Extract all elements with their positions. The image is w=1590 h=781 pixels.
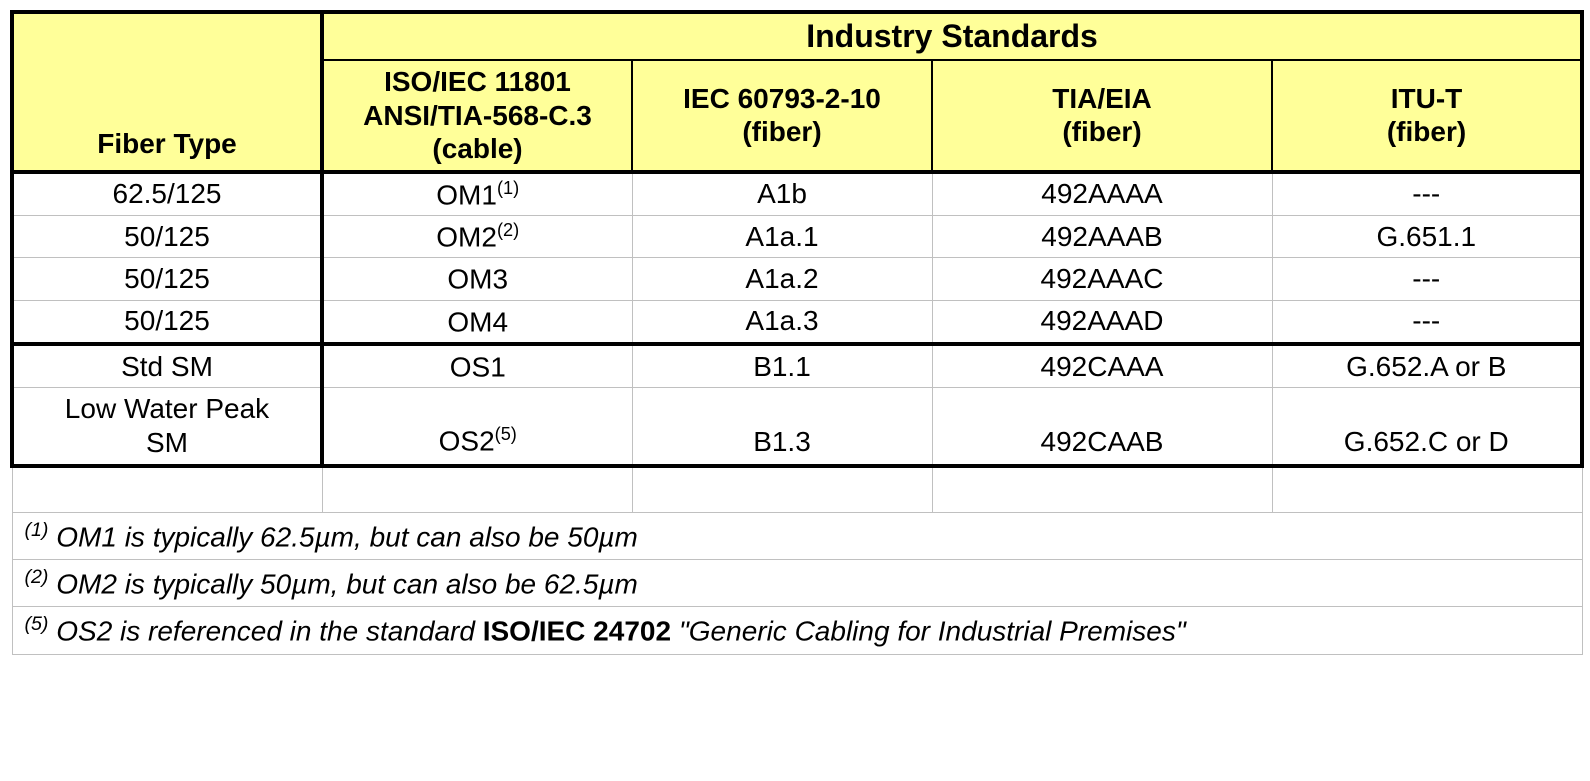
cell-iso: OS1 — [322, 344, 632, 388]
cell-fiber: 50/125 — [12, 216, 322, 258]
table-row: 50/125 OM2(2) A1a.1 492AAAB G.651.1 — [12, 216, 1582, 258]
cell-iec: B1.1 — [632, 344, 932, 388]
header-tia-line2: (fiber) — [941, 115, 1263, 149]
cell-iso-sup: (1) — [497, 178, 519, 198]
cell-iso: OM4 — [322, 300, 632, 344]
header-tia-line1: TIA/EIA — [941, 82, 1263, 116]
footnote-row: (1) OM1 is typically 62.5µm, but can als… — [12, 512, 1582, 559]
footnote-text: OM2 is typically 50µm, but can also be 6… — [48, 568, 637, 599]
footnote-row: (5) OS2 is referenced in the standard IS… — [12, 607, 1582, 654]
footnote-1: (1) OM1 is typically 62.5µm, but can als… — [12, 512, 1582, 559]
header-row-1: Fiber Type Industry Standards — [12, 12, 1582, 60]
cell-fiber: 62.5/125 — [12, 172, 322, 216]
cell-itu: --- — [1272, 172, 1582, 216]
header-industry-standards: Industry Standards — [322, 12, 1582, 60]
footnote-text-pre: OS2 is referenced in the standard — [48, 616, 482, 647]
cell-iec: B1.3 — [632, 388, 932, 466]
header-itu-line1: ITU-T — [1281, 82, 1572, 116]
footnote-ref: (5) — [25, 613, 49, 635]
cell-iso: OM3 — [322, 258, 632, 300]
cell-tia: 492CAAA — [932, 344, 1272, 388]
header-iec-line1: IEC 60793-2-10 — [641, 82, 923, 116]
table-row: Std SM OS1 B1.1 492CAAA G.652.A or B — [12, 344, 1582, 388]
cell-iec: A1a.2 — [632, 258, 932, 300]
footnote-ref: (2) — [25, 566, 49, 588]
cell-fiber: 50/125 — [12, 258, 322, 300]
cell-iso-val: OM3 — [447, 264, 508, 295]
header-iec-60793: IEC 60793-2-10 (fiber) — [632, 60, 932, 172]
table-row: 62.5/125 OM1(1) A1b 492AAAA --- — [12, 172, 1582, 216]
table-row: 50/125 OM4 A1a.3 492AAAD --- — [12, 300, 1582, 344]
cell-tia: 492AAAD — [932, 300, 1272, 344]
cell-iec: A1a.3 — [632, 300, 932, 344]
cell-iso-val: OS1 — [450, 351, 506, 382]
cell-iso: OS2(5) — [322, 388, 632, 466]
header-itu-t: ITU-T (fiber) — [1272, 60, 1582, 172]
cell-iso-val: OM4 — [447, 306, 508, 337]
fiber-standards-table: Fiber Type Industry Standards ISO/IEC 11… — [10, 10, 1584, 655]
header-iec-line2: (fiber) — [641, 115, 923, 149]
table-row: Low Water Peak SM OS2(5) B1.3 492CAAB G.… — [12, 388, 1582, 466]
cell-itu: G.651.1 — [1272, 216, 1582, 258]
header-itu-line2: (fiber) — [1281, 115, 1572, 149]
spacer-row — [12, 466, 1582, 513]
table-row: 50/125 OM3 A1a.2 492AAAC --- — [12, 258, 1582, 300]
header-fiber-type: Fiber Type — [12, 12, 322, 172]
cell-fiber: Std SM — [12, 344, 322, 388]
cell-fiber-line1: Low Water Peak — [22, 392, 312, 426]
footnote-text-bold: ISO/IEC 24702 — [483, 616, 671, 647]
cell-fiber: Low Water Peak SM — [12, 388, 322, 466]
cell-iso-sup: (5) — [495, 424, 517, 444]
footnote-5: (5) OS2 is referenced in the standard IS… — [12, 607, 1582, 654]
cell-iso-val: OS2 — [439, 426, 495, 457]
header-tia-eia: TIA/EIA (fiber) — [932, 60, 1272, 172]
cell-fiber-line2: SM — [22, 426, 312, 460]
header-iso-iec: ISO/IEC 11801 ANSI/TIA-568-C.3 (cable) — [322, 60, 632, 172]
footnote-2: (2) OM2 is typically 50µm, but can also … — [12, 559, 1582, 606]
cell-iec: A1a.1 — [632, 216, 932, 258]
cell-tia: 492AAAB — [932, 216, 1272, 258]
cell-iso-val: OM1 — [436, 179, 497, 210]
header-iso-line3: (cable) — [332, 132, 623, 166]
cell-fiber: 50/125 — [12, 300, 322, 344]
cell-tia: 492AAAC — [932, 258, 1272, 300]
header-iso-line2: ANSI/TIA-568-C.3 — [332, 99, 623, 133]
cell-iso: OM2(2) — [322, 216, 632, 258]
cell-iso: OM1(1) — [322, 172, 632, 216]
cell-iec: A1b — [632, 172, 932, 216]
cell-tia: 492AAAA — [932, 172, 1272, 216]
footnote-text-post: "Generic Cabling for Industrial Premises… — [671, 616, 1186, 647]
cell-iso-val: OM2 — [436, 221, 497, 252]
cell-itu: G.652.C or D — [1272, 388, 1582, 466]
cell-itu: --- — [1272, 300, 1582, 344]
cell-tia: 492CAAB — [932, 388, 1272, 466]
footnote-ref: (1) — [25, 519, 49, 541]
cell-itu: --- — [1272, 258, 1582, 300]
footnote-row: (2) OM2 is typically 50µm, but can also … — [12, 559, 1582, 606]
footnote-text: OM1 is typically 62.5µm, but can also be… — [48, 521, 637, 552]
cell-itu: G.652.A or B — [1272, 344, 1582, 388]
header-iso-line1: ISO/IEC 11801 — [332, 65, 623, 99]
cell-iso-sup: (2) — [497, 220, 519, 240]
